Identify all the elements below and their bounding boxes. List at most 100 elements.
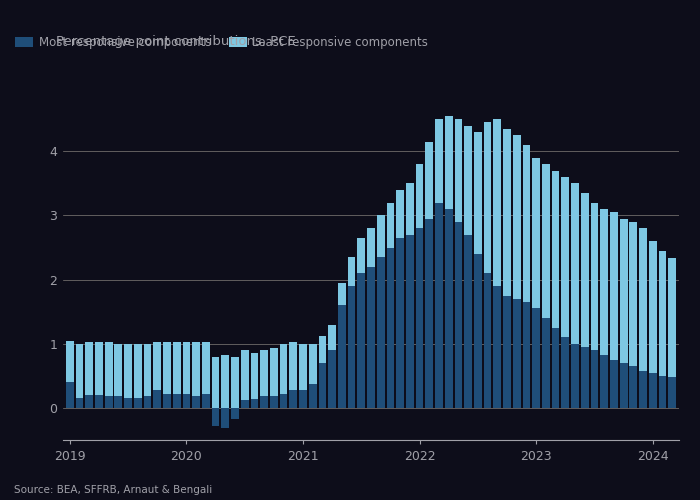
- Bar: [299, 390, 307, 408]
- Bar: [668, 258, 676, 377]
- Bar: [318, 336, 326, 363]
- Bar: [318, 363, 326, 408]
- Bar: [406, 234, 414, 408]
- Bar: [532, 308, 540, 408]
- Bar: [211, 356, 219, 408]
- Bar: [338, 283, 346, 306]
- Bar: [639, 228, 647, 370]
- Bar: [561, 338, 569, 408]
- Bar: [280, 344, 288, 394]
- Bar: [513, 299, 521, 408]
- Bar: [542, 164, 550, 318]
- Bar: [134, 344, 141, 399]
- Bar: [532, 158, 540, 308]
- Bar: [153, 390, 161, 408]
- Bar: [444, 116, 453, 209]
- Bar: [503, 296, 511, 408]
- Bar: [464, 234, 472, 408]
- Bar: [328, 324, 336, 350]
- Bar: [280, 394, 288, 408]
- Bar: [494, 119, 501, 286]
- Bar: [610, 360, 618, 408]
- Bar: [348, 257, 356, 286]
- Bar: [66, 382, 74, 408]
- Bar: [386, 202, 394, 248]
- Bar: [581, 193, 589, 347]
- Bar: [85, 395, 93, 408]
- Bar: [474, 132, 482, 254]
- Bar: [309, 384, 316, 408]
- Bar: [144, 396, 151, 408]
- Bar: [484, 122, 491, 273]
- Bar: [523, 145, 531, 302]
- Bar: [260, 396, 268, 408]
- Bar: [260, 350, 268, 397]
- Bar: [163, 394, 171, 408]
- Bar: [474, 254, 482, 408]
- Bar: [358, 273, 365, 408]
- Bar: [561, 177, 569, 338]
- Bar: [620, 218, 627, 363]
- Bar: [591, 202, 598, 350]
- Bar: [367, 267, 375, 408]
- Bar: [76, 344, 83, 399]
- Bar: [163, 342, 171, 394]
- Bar: [153, 342, 161, 390]
- Bar: [454, 222, 462, 408]
- Bar: [183, 394, 190, 408]
- Bar: [183, 342, 190, 394]
- Bar: [173, 394, 181, 408]
- Bar: [639, 370, 647, 408]
- Bar: [85, 342, 93, 395]
- Text: Source: BEA, SFFRB, Arnaut & Bengali: Source: BEA, SFFRB, Arnaut & Bengali: [14, 485, 212, 495]
- Bar: [649, 372, 657, 408]
- Bar: [95, 395, 103, 408]
- Bar: [358, 238, 365, 273]
- Bar: [193, 396, 200, 408]
- Bar: [620, 363, 627, 408]
- Bar: [629, 366, 637, 408]
- Bar: [299, 344, 307, 390]
- Bar: [377, 257, 384, 408]
- Bar: [251, 399, 258, 408]
- Bar: [338, 306, 346, 408]
- Bar: [241, 400, 248, 408]
- Bar: [115, 396, 122, 408]
- Bar: [270, 396, 278, 408]
- Bar: [396, 190, 404, 238]
- Bar: [115, 344, 122, 397]
- Bar: [426, 218, 433, 408]
- Bar: [416, 164, 423, 228]
- Bar: [601, 209, 608, 356]
- Bar: [66, 340, 74, 382]
- Bar: [552, 328, 559, 408]
- Bar: [289, 342, 298, 390]
- Bar: [494, 286, 501, 408]
- Bar: [95, 342, 103, 395]
- Bar: [581, 347, 589, 408]
- Bar: [124, 398, 132, 408]
- Bar: [659, 376, 666, 408]
- Bar: [202, 342, 210, 394]
- Bar: [523, 302, 531, 408]
- Bar: [601, 356, 608, 408]
- Bar: [221, 408, 229, 428]
- Bar: [193, 342, 200, 396]
- Bar: [435, 202, 443, 408]
- Bar: [328, 350, 336, 408]
- Bar: [173, 342, 181, 394]
- Bar: [144, 344, 151, 397]
- Bar: [386, 248, 394, 408]
- Bar: [211, 408, 219, 426]
- Bar: [105, 342, 113, 396]
- Bar: [396, 238, 404, 408]
- Bar: [289, 390, 298, 408]
- Bar: [659, 251, 666, 376]
- Bar: [309, 344, 316, 384]
- Bar: [348, 286, 356, 408]
- Legend: Most responsive components, Least responsive components: Most responsive components, Least respon…: [10, 31, 433, 54]
- Bar: [571, 344, 579, 408]
- Bar: [76, 398, 83, 408]
- Bar: [649, 241, 657, 372]
- Bar: [241, 350, 248, 400]
